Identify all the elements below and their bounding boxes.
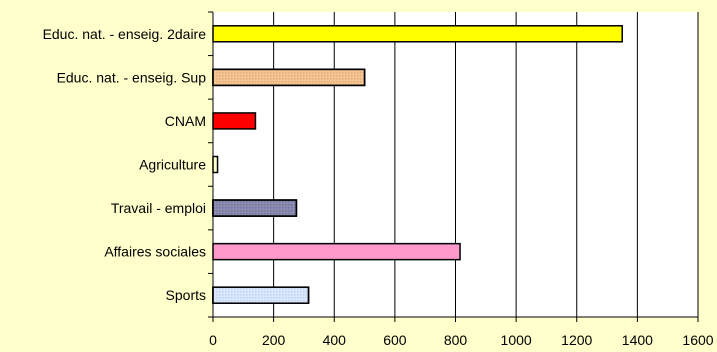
x-tick-label-1400: 1400 [622, 332, 653, 348]
tick-labels: 0 200 400 600 800 1000 1200 1400 1600 [209, 332, 714, 348]
x-tick-label-0: 0 [209, 332, 217, 348]
bar-0 [212, 25, 623, 43]
bars [212, 25, 623, 304]
category-label-2: CNAM [165, 113, 206, 129]
category-label-6: Sports [166, 287, 206, 303]
x-tick-label-800: 800 [444, 332, 468, 348]
bar-2 [212, 112, 257, 130]
category-label-4: Travail - emploi [111, 200, 206, 216]
x-tick-label-1200: 1200 [561, 332, 592, 348]
axes [208, 11, 699, 322]
category-labels: Educ. nat. - enseig. 2daire Educ. nat. - … [43, 26, 207, 303]
bar-tint-4 [212, 199, 298, 217]
bar-tint-1 [212, 68, 366, 87]
category-label-1: Educ. nat. - enseig. Sup [57, 69, 207, 85]
x-tick-label-600: 600 [383, 332, 407, 348]
gridlines [273, 12, 699, 317]
x-tick-label-400: 400 [323, 332, 347, 348]
bar-3 [212, 155, 219, 174]
x-tick-label-200: 200 [262, 332, 286, 348]
bar-tint-6 [212, 286, 310, 304]
x-tick-label-1000: 1000 [501, 332, 532, 348]
category-label-3: Agriculture [139, 157, 206, 173]
category-label-5: Affaires sociales [104, 244, 206, 260]
category-label-0: Educ. nat. - enseig. 2daire [43, 26, 207, 42]
bar-5 [212, 242, 461, 261]
x-tick-label-1600: 1600 [682, 332, 713, 348]
